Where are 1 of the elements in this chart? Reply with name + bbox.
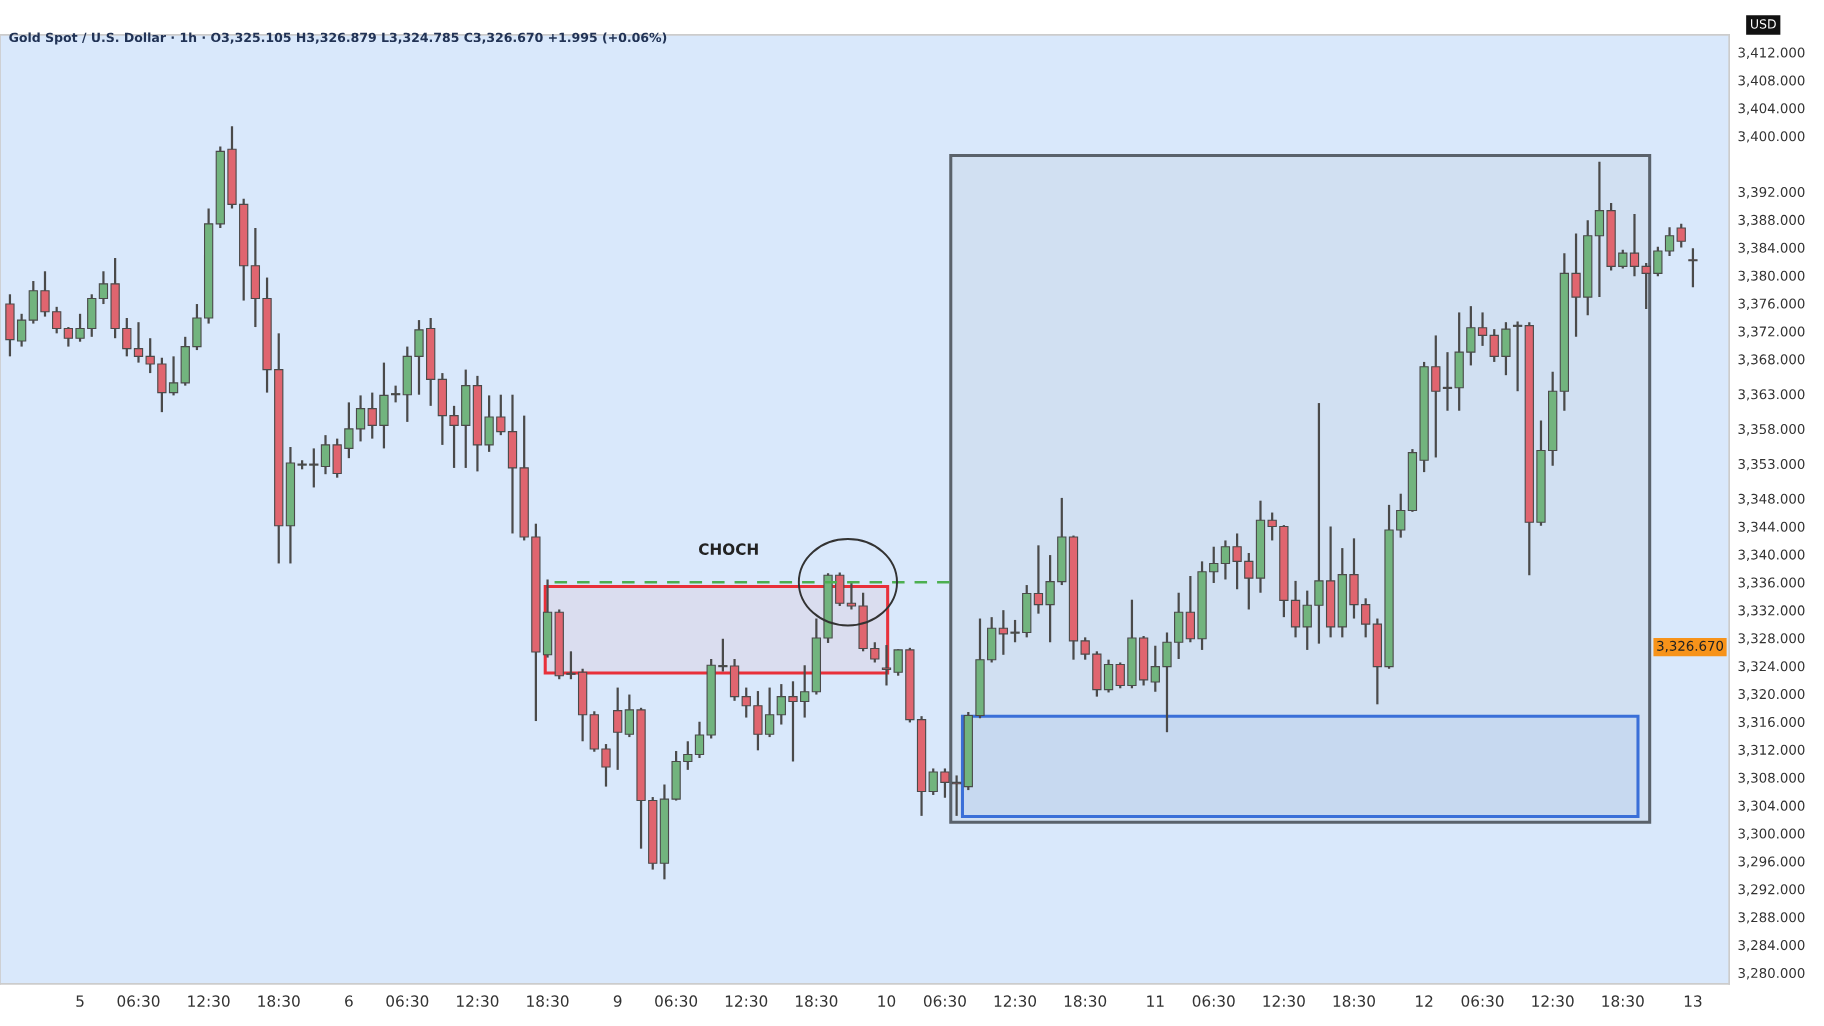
- candlestick: [1688, 247, 1698, 289]
